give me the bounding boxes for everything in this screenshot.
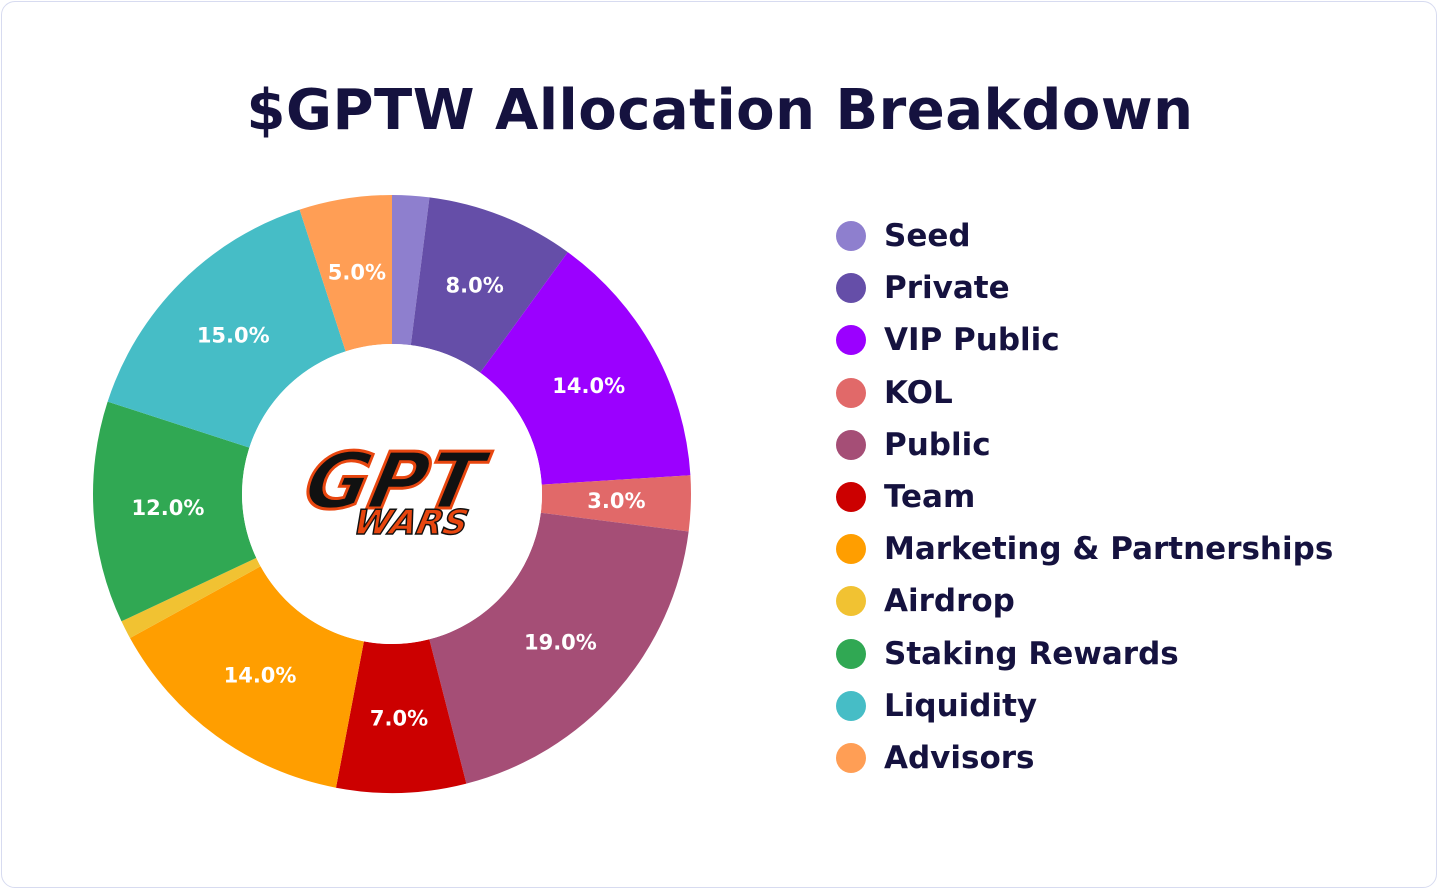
slice-public [429,512,689,784]
legend-swatch [836,429,866,460]
legend-item-airdrop: Airdrop [836,575,1333,627]
center-logo: GPT WARS [296,434,498,543]
slice-label-team: 7.0% [370,706,428,730]
legend-swatch [836,742,866,773]
legend-label: Team [884,479,976,516]
donut-slices [93,195,691,793]
legend-swatch [836,273,866,304]
slice-label-staking-rewards: 12.0% [132,496,205,520]
logo-text-gpt: GPT [297,436,496,527]
legend-label: VIP Public [884,322,1060,359]
slice-marketing-partnerships [129,566,364,788]
slice-label-private: 8.0% [446,273,504,297]
legend-swatch [836,586,866,617]
legend-swatch [836,377,866,408]
slice-label-vip-public: 14.0% [552,374,625,398]
slice-private [410,197,568,373]
chart-legend: Seed Private VIP Public KOL Public Team Market… [836,210,1333,784]
donut-hole [242,344,542,644]
legend-label: Advisors [884,739,1035,776]
legend-swatch [836,534,866,565]
legend-label: KOL [884,374,953,411]
slice-kol [540,475,691,532]
legend-item-kol: KOL [836,367,1333,419]
legend-label: Seed [884,218,971,255]
slice-label-kol: 3.0% [587,489,645,513]
legend-swatch [836,221,866,252]
legend-item-staking-rewards: Staking Rewards [836,628,1333,680]
slice-staking-rewards [93,401,257,622]
legend-item-public: Public [836,419,1333,471]
legend-item-team: Team [836,471,1333,523]
slice-label-marketing-partnerships: 14.0% [224,664,297,688]
logo-text-wars: WARS [350,503,472,543]
legend-item-vip-public: VIP Public [836,314,1333,366]
legend-item-marketing-partnerships: Marketing & Partnerships [836,523,1333,575]
slice-airdrop [121,557,261,639]
chart-title: $GPTW Allocation Breakdown [246,78,1194,143]
legend-swatch [836,482,866,513]
legend-item-seed: Seed [836,210,1333,262]
legend-label: Airdrop [884,583,1015,620]
legend-label: Private [884,270,1010,307]
legend-swatch [836,325,866,356]
legend-item-advisors: Advisors [836,732,1333,784]
slice-advisors [299,195,392,352]
legend-item-liquidity: Liquidity [836,680,1333,732]
legend-label: Staking Rewards [884,635,1179,672]
legend-label: Marketing & Partnerships [884,531,1334,568]
donut-chart: 8.0% 14.0% 3.0% 19.0% 7.0% 14.0% 12.0% 15.0% 5.0… [93,195,691,793]
slice-team [335,639,467,793]
slice-label-public: 19.0% [524,630,597,654]
slice-label-advisors: 5.0% [328,260,386,284]
legend-item-private: Private [836,262,1333,314]
slice-label-liquidity: 15.0% [197,323,270,347]
legend-label: Liquidity [884,687,1038,724]
slice-liquidity [107,209,346,448]
legend-swatch [836,690,866,721]
legend-label: Public [884,426,991,463]
slice-vip-public [480,252,691,485]
slice-seed [392,195,430,346]
donut-labels: 8.0% 14.0% 3.0% 19.0% 7.0% 14.0% 12.0% 15.0% 5.0… [132,260,646,730]
legend-swatch [836,638,866,669]
